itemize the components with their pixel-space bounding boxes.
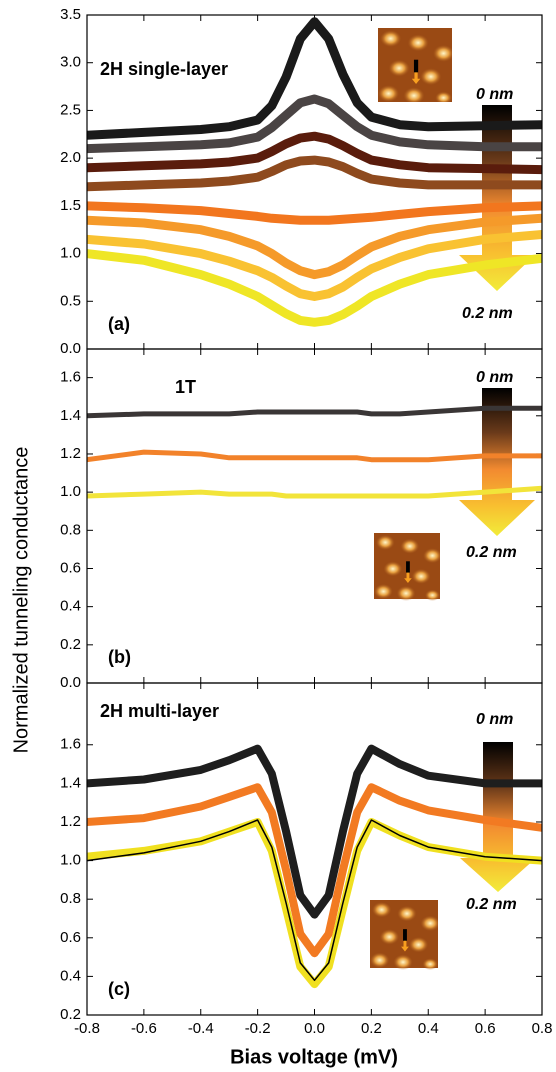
y-tick-label: 0.0 bbox=[60, 674, 81, 691]
depth-arrow bbox=[459, 388, 535, 536]
y-tick-label: 0.4 bbox=[60, 598, 81, 615]
y-tick-label: 1.4 bbox=[60, 774, 81, 791]
annotation: 2H multi-layer bbox=[100, 701, 219, 721]
series-line bbox=[87, 201, 542, 225]
y-tick-label: 0.6 bbox=[60, 929, 81, 946]
annotation: 0 nm bbox=[476, 369, 513, 386]
series-line bbox=[87, 783, 542, 958]
x-tick-label: -0.2 bbox=[245, 1020, 271, 1037]
series-line bbox=[87, 17, 542, 140]
y-tick-label: 1.6 bbox=[60, 369, 81, 386]
y-tick-label: 0.4 bbox=[60, 967, 81, 984]
x-tick-label: 0.2 bbox=[361, 1020, 382, 1037]
x-tick-label: 0.8 bbox=[532, 1020, 553, 1037]
y-tick-label: 2.0 bbox=[60, 149, 81, 166]
y-tick-label: 0.6 bbox=[60, 559, 81, 576]
panel: 0.0 0.5 1.0 1.5 2.0 2.5 3.0 3.5 2H single-layer (… bbox=[60, 6, 543, 357]
y-axis-label: Normalized tunneling conductance bbox=[10, 447, 32, 754]
series-line bbox=[87, 744, 542, 919]
stm-inset bbox=[374, 533, 440, 601]
annotation: 0 nm bbox=[476, 86, 513, 103]
x-axis-label: Bias voltage (mV) bbox=[230, 1046, 398, 1068]
annotation: 0.2 nm bbox=[466, 896, 517, 913]
panel: 0.0 0.2 0.4 0.6 0.8 1.0 1.2 1.4 1.6 1T (b) 0 nm 0.2 … bbox=[60, 348, 543, 691]
y-tick-label: 0.8 bbox=[60, 890, 81, 907]
annotation: (c) bbox=[108, 979, 130, 999]
series-line bbox=[87, 405, 542, 419]
y-tick-label: 1.2 bbox=[60, 445, 81, 462]
x-tick-label: -0.8 bbox=[74, 1020, 100, 1037]
plot-frame bbox=[86, 348, 543, 684]
y-tick-label: 1.0 bbox=[60, 245, 81, 262]
y-tick-label: 0.0 bbox=[60, 340, 81, 357]
x-tick-label: -0.4 bbox=[188, 1020, 214, 1037]
y-tick-label: 1.4 bbox=[60, 407, 81, 424]
y-tick-label: 1.6 bbox=[60, 736, 81, 753]
x-tick-label: 0.6 bbox=[475, 1020, 496, 1037]
stm-inset bbox=[370, 900, 438, 970]
y-tick-label: 2.5 bbox=[60, 101, 81, 118]
y-tick-label: 1.5 bbox=[60, 197, 81, 214]
series-line bbox=[87, 230, 542, 301]
y-tick-label: 0.5 bbox=[60, 292, 81, 309]
x-tick-label: 0.0 bbox=[304, 1020, 325, 1037]
stm-inset bbox=[378, 28, 452, 102]
y-tick-label: 0.2 bbox=[60, 636, 81, 653]
series-line bbox=[87, 485, 542, 499]
y-tick-label: 3.5 bbox=[60, 6, 81, 23]
annotation: (b) bbox=[108, 647, 131, 667]
y-tick-label: 1.0 bbox=[60, 852, 81, 869]
y-tick-label: 0.2 bbox=[60, 1006, 81, 1023]
x-tick-label: -0.6 bbox=[131, 1020, 157, 1037]
series-line bbox=[87, 819, 542, 982]
y-tick-label: 3.0 bbox=[60, 54, 81, 71]
series-line bbox=[87, 449, 542, 463]
y-tick-label: 0.8 bbox=[60, 521, 81, 538]
series-line bbox=[87, 155, 542, 192]
series-line bbox=[87, 131, 542, 175]
y-tick-label: 1.2 bbox=[60, 813, 81, 830]
annotation: 2H single-layer bbox=[100, 59, 228, 79]
depth-arrow bbox=[459, 105, 535, 291]
annotation: 0 nm bbox=[476, 711, 513, 728]
annotation: 0.2 nm bbox=[466, 544, 517, 561]
depth-arrow bbox=[460, 742, 536, 892]
annotation: 1T bbox=[175, 377, 196, 397]
panel: 0.2 0.4 0.6 0.8 1.0 1.2 1.4 1.6 -0.8 -0.6 -0.4 -0.2… bbox=[60, 682, 553, 1037]
y-tick-label: 1.0 bbox=[60, 483, 81, 500]
plot-frame bbox=[86, 682, 543, 1016]
series-line bbox=[87, 213, 542, 280]
x-tick-label: 0.4 bbox=[418, 1020, 439, 1037]
series-line bbox=[87, 249, 542, 327]
annotation: 0.2 nm bbox=[462, 305, 513, 322]
series-line bbox=[87, 94, 542, 154]
arrows bbox=[459, 105, 536, 892]
annotation: (a) bbox=[108, 314, 130, 334]
